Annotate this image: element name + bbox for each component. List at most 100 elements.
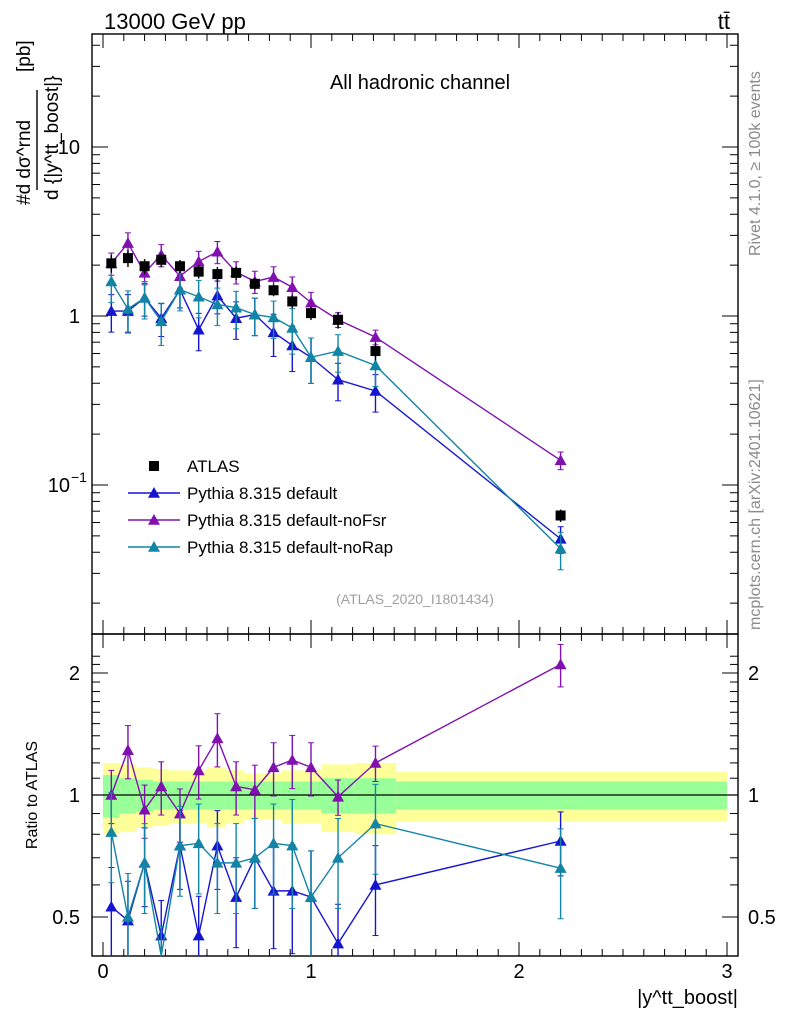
ratio-point: [369, 817, 382, 829]
ratio-point: [267, 837, 280, 849]
x-tick-label: 1: [305, 961, 316, 983]
series-point: [554, 542, 567, 554]
data-point: [231, 267, 242, 278]
series-point: [369, 384, 382, 396]
ratio-point: [138, 856, 151, 868]
y-tick-label: 10: [48, 475, 70, 497]
main-y-axis-label: #d dσ^rnd d {|y^tt_boost|} [pb]: [14, 40, 63, 205]
ratio-point: [286, 754, 299, 765]
data-point: [306, 308, 316, 319]
ratio-point: [332, 937, 345, 949]
ratio-panel: 0 1 2 3 0.5 0.5 1 1 2 2: [52, 633, 776, 983]
series-point: [305, 296, 317, 308]
ratio-point: [192, 764, 205, 776]
y-label-unit: [pb]: [14, 40, 35, 72]
series-point: [369, 359, 382, 371]
ratio-point: [192, 837, 205, 849]
ratio-y-tick-label-right: 1: [748, 785, 759, 807]
series-point: [286, 321, 299, 333]
series-point: [369, 331, 382, 342]
x-axis-label: |y^tt_boost|: [637, 987, 738, 1009]
series-point: [105, 275, 118, 287]
ratio-point: [305, 761, 317, 773]
legend-marker: [148, 487, 160, 498]
ratio-point: [248, 851, 261, 863]
band-inner: [119, 778, 137, 814]
ratio-point: [369, 878, 382, 890]
channel-label: All hadronic channel: [330, 72, 510, 94]
ratio-series-3: [105, 783, 567, 957]
series-point: [267, 271, 280, 282]
ratio-point: [230, 856, 243, 868]
legend-marker: [149, 461, 159, 471]
series-point: [192, 255, 205, 267]
ratio-point: [105, 900, 118, 912]
data-point: [370, 346, 381, 357]
series-point: [173, 283, 186, 295]
ratio-point: [211, 856, 224, 868]
series-point: [332, 345, 345, 356]
x-tick-label: 0: [97, 961, 108, 983]
series-point: [305, 351, 317, 363]
data-point: [156, 254, 167, 265]
legend-label: ATLAS: [187, 457, 240, 476]
legend-label: Pythia 8.315 default-noFsr: [187, 511, 387, 530]
legend-marker: [148, 514, 160, 525]
series-point: [286, 281, 299, 293]
y-tick-label: 1: [69, 306, 80, 328]
series-point: [155, 315, 168, 327]
ratio-point: [155, 780, 168, 792]
data-point: [268, 285, 279, 296]
ratio-y-tick-label: 1: [69, 785, 80, 807]
series-point: [138, 291, 151, 303]
series-point: [332, 373, 345, 385]
ratio-point: [230, 780, 243, 792]
data-point: [249, 278, 260, 289]
series-point: [105, 305, 118, 316]
series-point: [211, 298, 224, 310]
ratio-point: [332, 851, 345, 863]
ratio-y-tick-label-right: 0.5: [748, 907, 776, 929]
ratio-point: [286, 839, 299, 851]
series-point: [248, 308, 261, 320]
ratio-point: [554, 862, 567, 873]
ratio-point: [105, 826, 118, 837]
series-point: [192, 290, 205, 302]
ratio-series-2: [105, 643, 567, 843]
ratio-point: [369, 756, 382, 768]
series-point: [121, 237, 134, 248]
ratio-point: [211, 732, 224, 744]
ratio-point: [121, 744, 134, 755]
ratio-point: [192, 929, 205, 941]
process-label: tt̄: [718, 9, 730, 34]
ratio-point: [305, 891, 317, 902]
ratio-point: [554, 658, 567, 670]
y-label-denominator: d {|y^tt_boost|}: [42, 76, 63, 200]
ratio-point: [332, 790, 345, 802]
x-tick-label: 2: [513, 961, 524, 983]
ratio-point: [173, 839, 186, 851]
ratio-y-tick-label-right: 2: [748, 663, 759, 685]
ratio-point: [138, 803, 151, 815]
legend-label: Pythia 8.315 default-noRap: [187, 538, 393, 557]
y-tick-label: 10: [58, 137, 80, 159]
mcplots-label: mcplots.cern.ch [arXiv:2401.10621]: [747, 379, 764, 630]
series-point: [267, 311, 280, 323]
data-point: [333, 314, 344, 325]
ratio-y-tick-label: 0.5: [52, 907, 80, 929]
atlas-data: [106, 250, 566, 522]
legend-label: Pythia 8.315 default: [187, 484, 338, 503]
ratio-point: [248, 783, 261, 795]
y-label-numerator: #d dσ^rnd: [14, 120, 35, 205]
data-point: [122, 253, 133, 264]
series-point: [554, 454, 567, 466]
legend: ATLAS Pythia 8.315 default Pythia 8.315 de…: [128, 457, 393, 557]
data-point: [287, 296, 298, 307]
y-tick-label-exponent: −1: [71, 469, 87, 485]
data-point: [139, 261, 150, 272]
ratio-series-1: [105, 810, 567, 956]
data-point: [212, 269, 223, 280]
series-point: [211, 245, 224, 257]
x-tick-label: 3: [721, 961, 732, 983]
